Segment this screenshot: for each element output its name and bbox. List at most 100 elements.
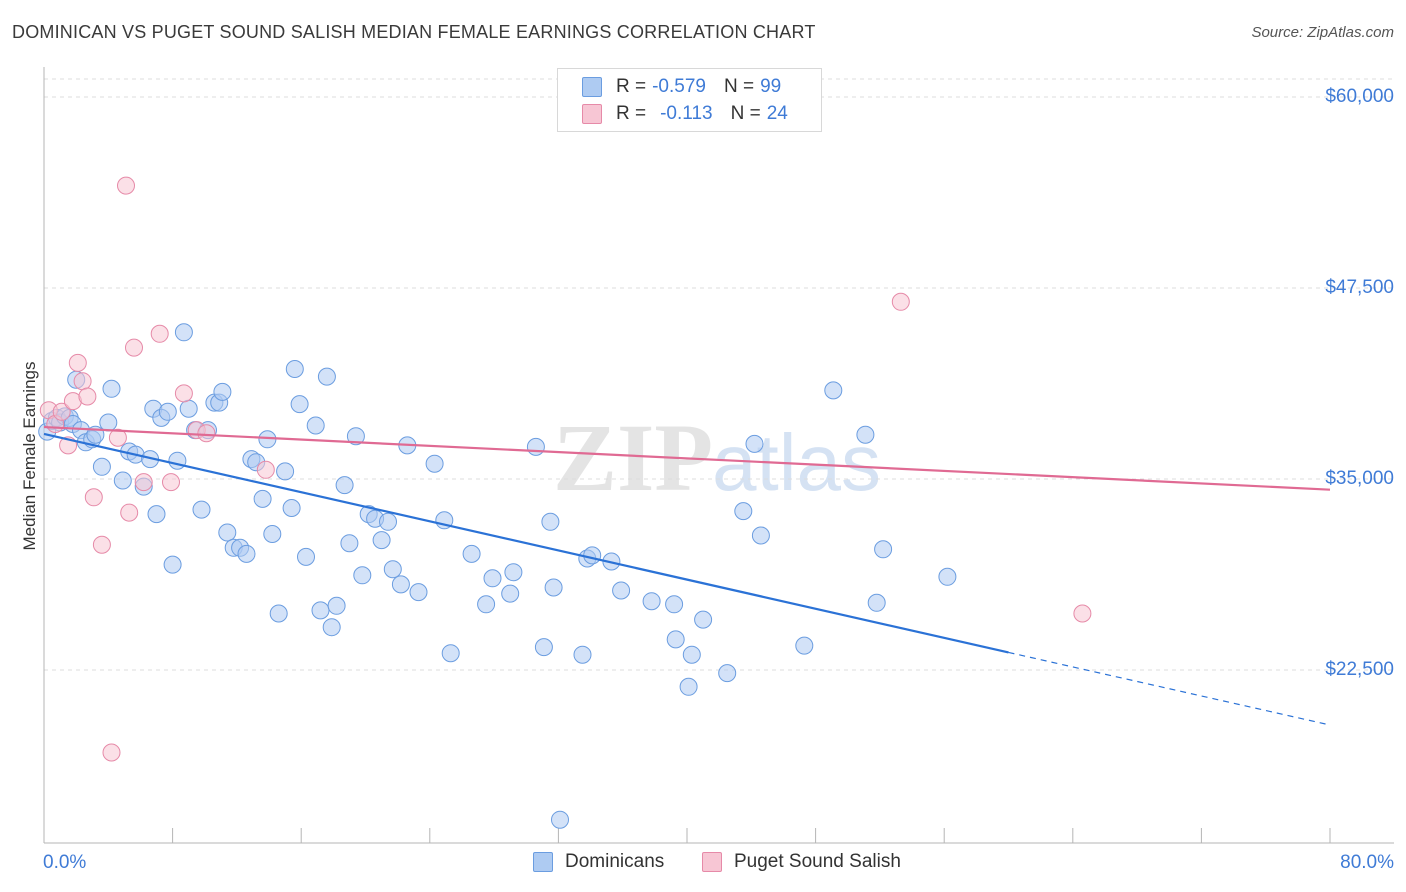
salish-point [84, 488, 103, 507]
dominican-point [867, 593, 886, 612]
legend-r-value: -0.113 [660, 103, 713, 124]
dominican-point [751, 526, 770, 545]
dominican-trend-extension [1008, 651, 1331, 726]
legend-r-label: R = [616, 103, 647, 124]
dominican-point [163, 555, 182, 574]
dominican-point [306, 416, 325, 435]
legend-n-label: N = [723, 76, 755, 97]
dominican-point [642, 592, 661, 611]
dominican-point [391, 575, 410, 594]
dominican-point [346, 427, 365, 446]
dominican-point [501, 584, 520, 603]
correlation-legend: R = -0.579 N = 99 R = -0.113 N = 24 [557, 68, 822, 132]
dominican-point [263, 525, 282, 543]
legend-n-value: 24 [766, 103, 788, 124]
dominican-point [938, 567, 957, 586]
dominican-point [541, 512, 560, 531]
salish-point [256, 460, 275, 479]
dominican-point [441, 644, 460, 663]
salish-point [1073, 604, 1092, 623]
salish-point [120, 503, 139, 522]
dominican-point [327, 596, 346, 615]
dominican-point [92, 457, 111, 476]
dominican-point [551, 810, 569, 829]
dominican-point [379, 512, 397, 531]
x-tick-label-max: 80.0% [1340, 852, 1394, 873]
series-swatch-pink [702, 852, 722, 872]
dominican-point [372, 531, 391, 550]
legend-row-salish: R = -0.113 N = 24 [582, 101, 788, 127]
salish-point [891, 292, 910, 311]
dominican-point [285, 360, 304, 378]
dominican-point [666, 630, 685, 649]
salish-point [78, 387, 97, 406]
dominican-point [874, 540, 893, 559]
dominican-point [679, 677, 698, 696]
series-label: Dominicans [565, 851, 665, 872]
dominican-point [317, 367, 336, 386]
legend-n-value: 99 [760, 76, 782, 97]
salish-point [73, 372, 92, 391]
dominican-point [824, 381, 843, 400]
salish-point [92, 535, 111, 554]
dominican-point [179, 399, 198, 418]
dominican-point [477, 595, 496, 614]
legend-row-dominicans: R = -0.579 N = 99 [582, 74, 781, 100]
salish-point [197, 424, 216, 443]
dominican-point [253, 489, 272, 508]
dominican-point [297, 547, 315, 566]
dominican-point [856, 425, 875, 444]
dominican-point [734, 502, 753, 521]
dominican-point [322, 618, 341, 637]
series-legend-salish: Puget Sound Salish [702, 851, 901, 873]
dominican-point [665, 595, 684, 614]
y-axis-label: Median Female Earnings [20, 361, 39, 551]
salish-point [108, 428, 127, 447]
dominican-point [353, 566, 372, 585]
y-tick-label: $47,500 [1325, 277, 1394, 298]
salish-point [125, 338, 143, 357]
series-label: Puget Sound Salish [734, 851, 901, 872]
salish-point [102, 743, 121, 762]
dominican-point [544, 578, 563, 597]
legend-r-label: R = [616, 76, 647, 97]
x-tick-label-min: 0.0% [43, 852, 87, 873]
dominican-point [158, 402, 177, 421]
salish-point [68, 353, 87, 372]
dominican-point [218, 523, 237, 542]
dominican-point [113, 471, 132, 490]
dominican-point [340, 534, 359, 553]
dominican-point [682, 645, 701, 664]
dominican-point [282, 499, 301, 517]
dominican-point [290, 395, 309, 414]
dominican-point [311, 601, 330, 620]
watermark-atlas: atlas [712, 418, 881, 507]
dominican-point [409, 583, 428, 602]
y-tick-label: $35,000 [1325, 468, 1394, 489]
chart-title: DOMINICAN VS PUGET SOUND SALISH MEDIAN F… [12, 22, 816, 42]
series-legend-dominicans: Dominicans [533, 851, 664, 873]
legend-swatch-pink [582, 104, 602, 124]
dominican-point [192, 500, 211, 519]
dominican-point [147, 505, 166, 524]
series-legend: Dominicans Puget Sound Salish [0, 851, 1406, 879]
dominican-point [99, 413, 118, 432]
salish-trend-line [43, 425, 1331, 491]
dominican-point [483, 569, 502, 588]
dominican-point [102, 379, 121, 398]
dominican-point [745, 434, 764, 453]
dominican-point [276, 462, 295, 481]
dominican-point [213, 382, 232, 401]
legend-swatch-blue [582, 77, 602, 97]
dominican-point [462, 544, 481, 563]
dominican-point [795, 636, 814, 655]
dominican-point [694, 610, 713, 629]
dominican-point [237, 544, 256, 563]
salish-point [52, 402, 71, 421]
dominican-point [573, 645, 592, 664]
legend-r-value: -0.579 [652, 76, 706, 97]
dominican-point [383, 560, 402, 579]
dominican-point [526, 437, 545, 456]
legend-n-label: N = [730, 103, 761, 124]
